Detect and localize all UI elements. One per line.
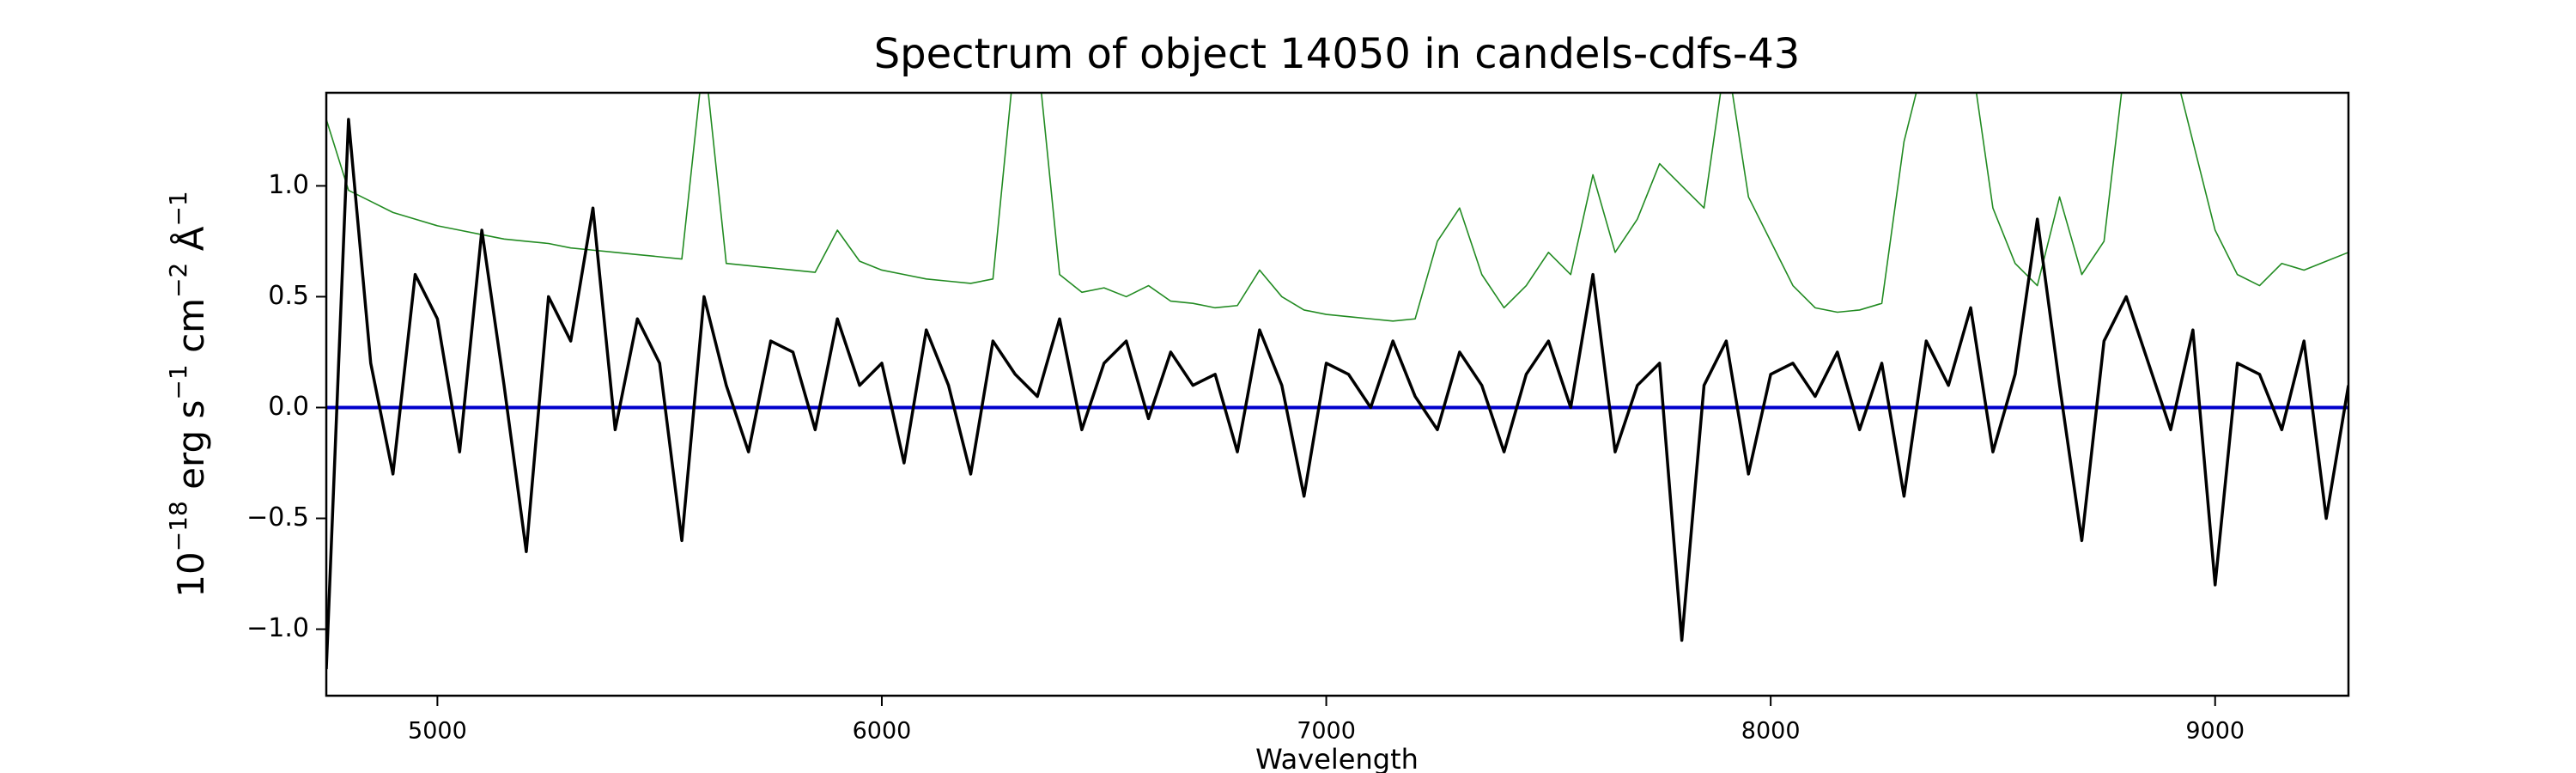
y-label-exponent: −2 [164, 263, 192, 298]
spectrum-line [326, 118, 2348, 670]
chart-title: Spectrum of object 14050 in candels-cdfs… [874, 30, 1801, 78]
y-label-exponent: −1 [164, 364, 192, 399]
y-tick-label: 0.5 [268, 281, 309, 311]
x-tick-label: 6000 [853, 718, 912, 745]
y-label-exponent: −1 [164, 191, 192, 226]
plot-area [326, 93, 2348, 670]
x-axis-label: Wavelength [1255, 743, 1419, 773]
x-tick-label: 9000 [2185, 718, 2245, 745]
axes-frame [325, 91, 2350, 697]
y-tick-label: −0.5 [246, 502, 309, 533]
y-label-text: erg s [170, 400, 212, 502]
y-axis-label: 10−18 erg s−1 cm−2 Å−1 [164, 191, 212, 597]
y-label-text: cm [170, 298, 212, 364]
x-tick-label: 8000 [1741, 718, 1801, 745]
spectrum-line [326, 93, 2348, 322]
y-label-text: Å [169, 226, 212, 262]
y-tick-label: −1.0 [246, 613, 309, 643]
x-tick-label: 5000 [408, 718, 467, 745]
x-tick-label: 7000 [1297, 718, 1356, 745]
y-tick-label: 1.0 [268, 170, 309, 200]
y-label-text: 10 [170, 551, 212, 597]
y-label-exponent: −18 [164, 501, 192, 551]
y-tick-label: 0.0 [268, 392, 309, 422]
